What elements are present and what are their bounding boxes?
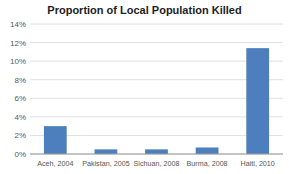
y-tick-label: 10% bbox=[10, 57, 26, 66]
bar bbox=[44, 126, 67, 154]
x-tick-label: Aceh, 2004 bbox=[37, 160, 73, 168]
bar bbox=[196, 148, 219, 155]
bar bbox=[145, 149, 168, 154]
x-tick-label: Burma, 2008 bbox=[187, 160, 228, 168]
y-axis: 0% 2% 4% 6% 8% 10% 12% 14% bbox=[10, 20, 283, 159]
grid-line bbox=[30, 42, 283, 43]
chart-container: Proportion of Local Population Killed 0% 2… bbox=[0, 0, 289, 174]
x-tick-label: Sichuan, 2008 bbox=[134, 160, 180, 168]
background bbox=[0, 0, 289, 174]
bar bbox=[95, 149, 118, 154]
y-tick-label: 12% bbox=[10, 39, 26, 48]
y-tick-label: 8% bbox=[14, 76, 26, 85]
grid-line bbox=[30, 98, 283, 99]
y-tick-label: 0% bbox=[14, 150, 26, 159]
grid-line bbox=[30, 154, 283, 155]
grid-line bbox=[30, 116, 283, 117]
chart-svg: Proportion of Local Population Killed 0% 2… bbox=[0, 0, 289, 174]
y-tick-label: 2% bbox=[14, 131, 26, 140]
chart-title: Proportion of Local Population Killed bbox=[47, 4, 241, 16]
x-tick-label: Haiti, 2010 bbox=[241, 160, 275, 168]
x-axis-line bbox=[30, 154, 283, 155]
grid-line bbox=[30, 24, 283, 25]
y-tick-label: 14% bbox=[10, 20, 26, 29]
y-tick-label: 4% bbox=[14, 113, 26, 122]
grid-line bbox=[30, 61, 283, 62]
x-tick-label: Pakistan, 2005 bbox=[82, 160, 129, 168]
bars bbox=[44, 48, 269, 154]
bar bbox=[246, 48, 269, 154]
y-tick-label: 6% bbox=[14, 94, 26, 103]
grid-line bbox=[30, 135, 283, 136]
grid-line bbox=[30, 79, 283, 80]
x-axis: Aceh, 2004 Pakistan, 2005 Sichuan, 2008 Bur… bbox=[37, 160, 275, 168]
